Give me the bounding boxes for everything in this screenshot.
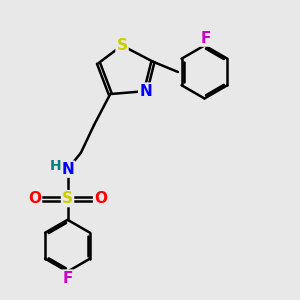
Text: O: O (94, 191, 107, 206)
Text: N: N (139, 84, 152, 99)
Text: S: S (116, 38, 128, 53)
Text: F: F (62, 271, 73, 286)
Text: O: O (28, 191, 41, 206)
Text: S: S (62, 191, 73, 206)
Text: N: N (61, 162, 74, 177)
Text: H: H (50, 159, 61, 172)
Text: F: F (201, 31, 211, 46)
